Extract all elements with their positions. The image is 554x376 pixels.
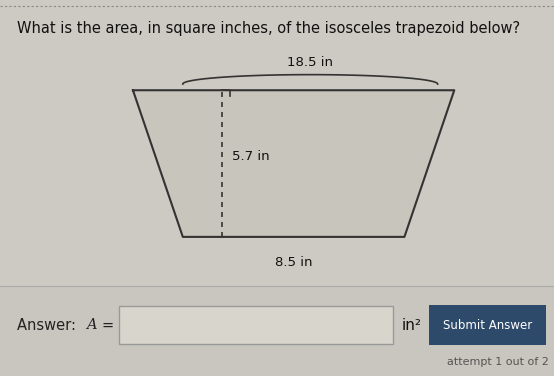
Text: 5.7 in: 5.7 in	[232, 150, 269, 162]
Bar	[0, 286, 554, 376]
Text: Answer:: Answer:	[17, 318, 80, 333]
Text: attempt 1 out of 2: attempt 1 out of 2	[447, 356, 548, 367]
Text: =: =	[101, 318, 114, 333]
Text: A: A	[86, 318, 96, 332]
Text: in²: in²	[402, 318, 422, 333]
Text: Submit Answer: Submit Answer	[443, 319, 532, 332]
FancyBboxPatch shape	[119, 306, 393, 344]
FancyBboxPatch shape	[429, 305, 546, 345]
Text: 18.5 in: 18.5 in	[287, 56, 334, 69]
Text: 8.5 in: 8.5 in	[275, 256, 312, 269]
Polygon shape	[133, 90, 454, 237]
Text: What is the area, in square inches, of the isosceles trapezoid below?: What is the area, in square inches, of t…	[17, 21, 520, 36]
